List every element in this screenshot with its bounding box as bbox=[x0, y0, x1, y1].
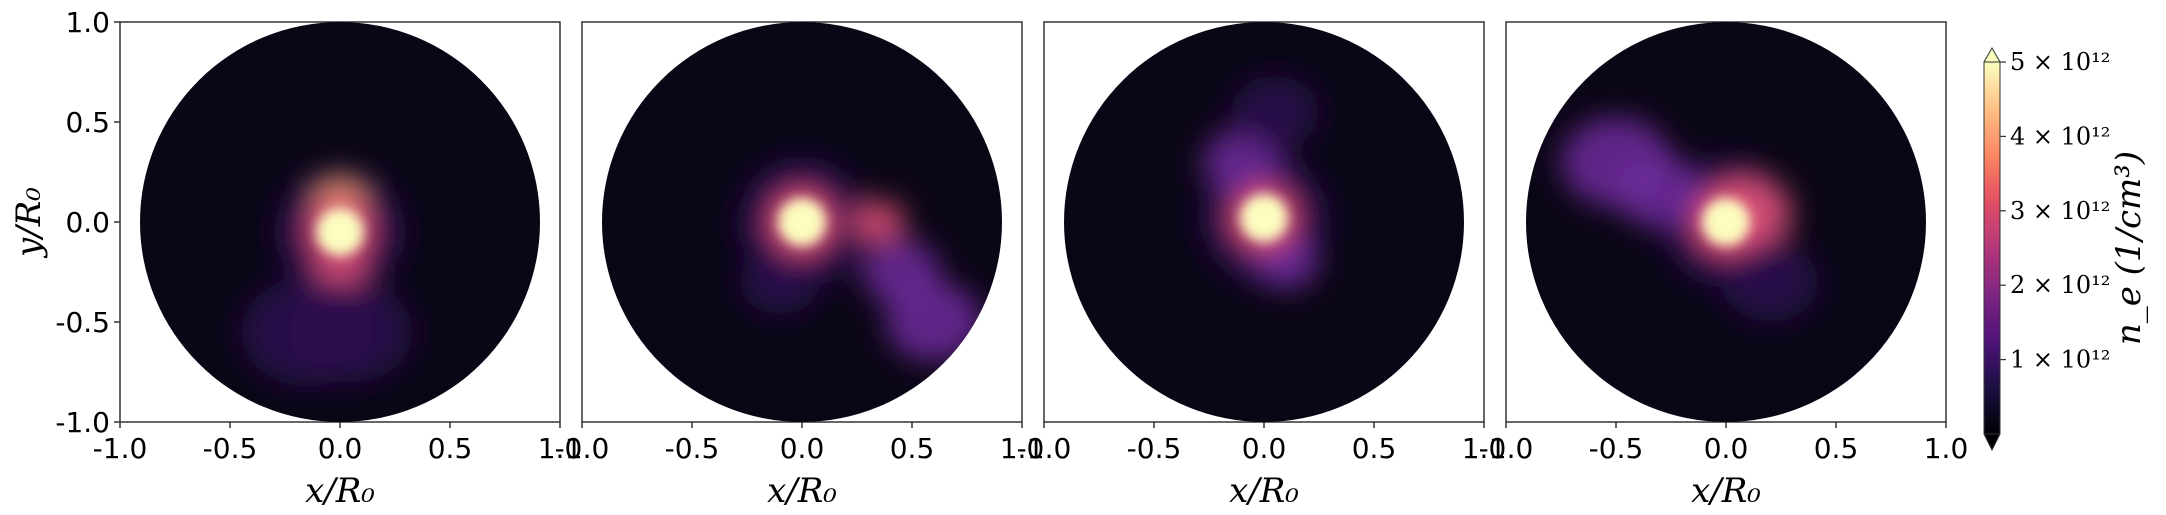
x-tick-label: -1.0 bbox=[93, 432, 148, 465]
density-field bbox=[738, 158, 983, 362]
panel-1: -1.0 -0.5 0.0 0.5 1.0 x/R₀ 1.0 0.5 0.0 -0.5 -1.0 y/… bbox=[9, 6, 582, 511]
panel-4: -1.0 -0.5 0.0 0.5 1.0 x/R₀ bbox=[1479, 21, 1969, 511]
x-tick-label: 0.0 bbox=[1242, 432, 1287, 465]
x-tick-label: 1.0 bbox=[1000, 432, 1045, 465]
x-tick-label: -1.0 bbox=[1479, 432, 1534, 465]
x-tick-label: 1.0 bbox=[1462, 432, 1507, 465]
density-field bbox=[1200, 76, 1328, 289]
x-tick-label: -0.5 bbox=[1127, 432, 1182, 465]
y-tick-label: 1.0 bbox=[65, 6, 110, 39]
x-axis-label: x/R₀ bbox=[1229, 471, 1299, 511]
x-tick-label: -1.0 bbox=[555, 432, 610, 465]
colorbar-gradient bbox=[1983, 61, 2001, 435]
colorbar-label: n_e (1/cm³) bbox=[2109, 151, 2149, 345]
colorbar-extend-max bbox=[1983, 46, 2001, 63]
density-field bbox=[1561, 117, 1819, 322]
x-tick-label: 0.0 bbox=[318, 432, 363, 465]
x-tick-label: 0.5 bbox=[1352, 432, 1397, 465]
x-tick-label: 0.5 bbox=[890, 432, 935, 465]
density-feature bbox=[852, 200, 906, 244]
x-tick-label: -0.5 bbox=[665, 432, 720, 465]
density-feature bbox=[740, 249, 820, 315]
panel-3: -1.0 -0.5 0.0 0.5 1.0 x/R₀ bbox=[1017, 21, 1507, 511]
x-tick-label: 0.5 bbox=[428, 432, 473, 465]
density-core bbox=[316, 208, 364, 256]
density-feature bbox=[1616, 156, 1704, 228]
density-core bbox=[1240, 194, 1288, 242]
colorbar-tick-label: 1 × 10¹² bbox=[2010, 346, 2110, 374]
x-tick-label: 1.0 bbox=[538, 432, 583, 465]
colorbar-tick-label: 2 × 10¹² bbox=[2010, 271, 2110, 299]
y-tick-label: -1.0 bbox=[55, 406, 110, 439]
colorbar: 1 × 10¹² 2 × 10¹² 3 × 10¹² 4 × 10¹² 5 × 10¹²… bbox=[1983, 46, 2149, 452]
panels-layer: -1.0 -0.5 0.0 0.5 1.0 x/R₀ 1.0 0.5 0.0 -0.5 -1.0 y/… bbox=[9, 6, 1968, 511]
colorbar-tick-label: 4 × 10¹² bbox=[2010, 122, 2110, 150]
x-tick-label: 0.0 bbox=[1704, 432, 1749, 465]
x-axis-label: x/R₀ bbox=[767, 471, 837, 511]
x-axis-label: x/R₀ bbox=[305, 471, 375, 511]
x-axis-label: x/R₀ bbox=[1691, 471, 1761, 511]
x-tick-label: 0.0 bbox=[780, 432, 825, 465]
y-tick-label: 0.0 bbox=[65, 206, 110, 239]
density-feature bbox=[289, 281, 413, 383]
y-axis-label: y/R₀ bbox=[9, 187, 49, 259]
colorbar-extend-min bbox=[1983, 433, 2001, 452]
x-tick-label: -1.0 bbox=[1017, 432, 1072, 465]
density-feature bbox=[1231, 76, 1319, 148]
x-tick-label: -0.5 bbox=[1589, 432, 1644, 465]
density-core bbox=[778, 198, 826, 246]
colorbar-tick-label: 5 × 10¹² bbox=[2010, 48, 2110, 76]
density-feature bbox=[1721, 242, 1819, 322]
x-tick-label: 0.5 bbox=[1814, 432, 1859, 465]
x-tick-label: -0.5 bbox=[203, 432, 258, 465]
density-core bbox=[1702, 198, 1750, 246]
y-tick-label: -0.5 bbox=[55, 306, 110, 339]
panel-2: -1.0 -0.5 0.0 0.5 1.0 x/R₀ bbox=[555, 21, 1045, 511]
density-field bbox=[241, 168, 413, 386]
density-feature bbox=[885, 282, 983, 362]
x-tick-label: 1.0 bbox=[1924, 432, 1969, 465]
y-tick-label: 0.5 bbox=[65, 106, 110, 139]
colorbar-tick-label: 3 × 10¹² bbox=[2010, 197, 2110, 225]
